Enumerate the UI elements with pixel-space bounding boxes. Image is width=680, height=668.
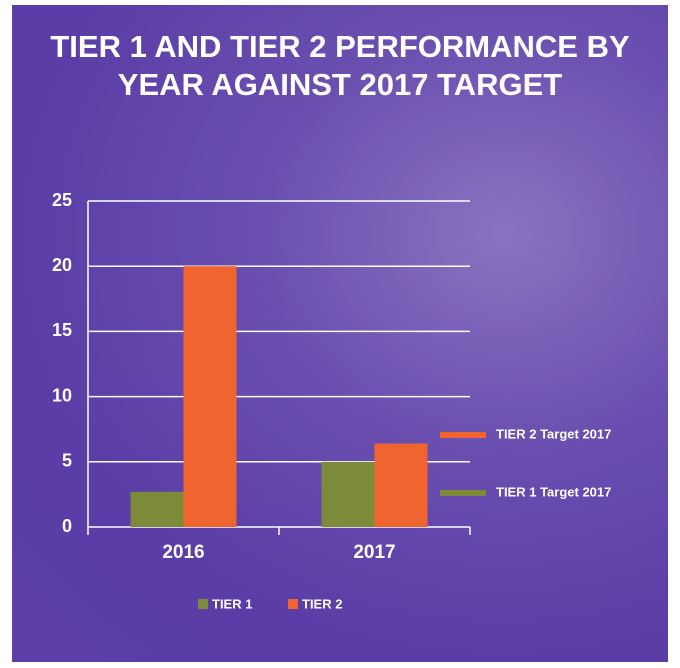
y-tick-label: 5	[62, 451, 72, 471]
bar	[130, 491, 184, 527]
annotation-text: TIER 2 Target 2017	[496, 426, 611, 441]
chart-title-box: TIER 1 AND TIER 2 PERFORMANCE BY YEAR AG…	[0, 28, 680, 104]
bar	[321, 461, 375, 527]
y-tick-label: 0	[62, 516, 72, 536]
annotation-marker	[440, 490, 486, 496]
y-tick-label: 20	[52, 255, 72, 275]
y-tick-label: 10	[52, 385, 72, 405]
y-tick-label: 25	[52, 190, 72, 210]
bar	[183, 266, 237, 527]
legend-label: TIER 2	[302, 596, 342, 611]
bar	[374, 443, 428, 527]
legend-label: TIER 1	[212, 596, 252, 611]
legend-swatch	[288, 599, 298, 609]
annotation-text: TIER 1 Target 2017	[496, 484, 611, 499]
background-panel	[12, 5, 668, 662]
x-tick-label: 2017	[353, 542, 395, 563]
legend-swatch	[198, 599, 208, 609]
y-tick-label: 15	[52, 320, 72, 340]
x-tick-label: 2016	[162, 542, 204, 563]
annotation-marker	[440, 432, 486, 438]
chart-title: TIER 1 AND TIER 2 PERFORMANCE BY YEAR AG…	[50, 29, 630, 102]
